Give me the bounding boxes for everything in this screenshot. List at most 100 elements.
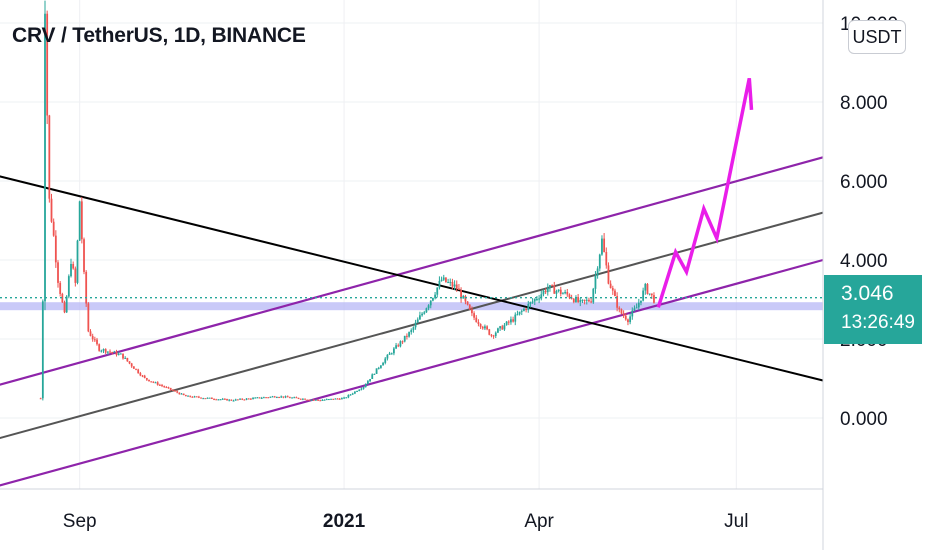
candle-body <box>544 290 547 293</box>
candle-body <box>52 221 55 236</box>
candle-body <box>332 398 335 400</box>
candle-body <box>187 395 189 397</box>
candle-body <box>275 397 278 399</box>
candle-body <box>297 397 300 399</box>
candle-body <box>497 328 499 333</box>
candle-body <box>319 400 322 402</box>
candle-body <box>65 296 68 313</box>
candle-body <box>258 397 261 399</box>
candle-body <box>208 397 211 399</box>
candle-body <box>516 314 519 316</box>
candle-body <box>501 326 504 330</box>
candle-body <box>492 335 495 337</box>
candle-body <box>592 288 595 303</box>
candle-body <box>380 365 382 368</box>
candle-body <box>349 394 352 396</box>
candle-body <box>466 301 469 305</box>
candle-body <box>163 386 166 388</box>
candle-body <box>137 369 140 374</box>
candle-body <box>76 240 79 283</box>
candle-body <box>243 399 246 401</box>
candle-body <box>609 283 612 288</box>
candle-body <box>271 396 274 398</box>
candle-body <box>356 391 358 393</box>
channel-upper-line <box>0 156 824 386</box>
candle-body <box>57 262 59 283</box>
candle-body <box>195 396 198 398</box>
candle-body <box>85 271 88 304</box>
candle-body <box>130 363 133 367</box>
candle-body <box>397 345 400 347</box>
candle-body <box>304 398 306 400</box>
candle-body <box>278 397 280 399</box>
candle-body <box>39 398 42 400</box>
candle-body <box>61 293 64 303</box>
candle-body <box>451 281 454 287</box>
candle-body <box>598 254 601 269</box>
candle-body <box>321 399 324 401</box>
candle-body <box>252 397 254 400</box>
candle-body <box>388 353 391 355</box>
candle-body <box>135 368 137 370</box>
candle-body <box>425 308 428 313</box>
candle-body <box>393 348 395 354</box>
candle-body <box>98 344 101 351</box>
candle-body <box>102 349 105 351</box>
candle-body <box>83 239 85 272</box>
candle-body <box>351 393 354 395</box>
candle-body <box>358 389 361 392</box>
candle-body <box>178 392 181 395</box>
candle-body <box>601 238 603 255</box>
candle-body <box>390 353 393 355</box>
candle-body <box>117 353 120 355</box>
candle-body <box>512 319 515 322</box>
candle-body <box>109 351 111 353</box>
candle-body <box>145 377 148 380</box>
candle-body <box>468 304 471 310</box>
candle-body <box>152 381 155 383</box>
candle-body <box>635 307 638 309</box>
candle-body <box>128 361 131 364</box>
candle-body <box>566 291 569 295</box>
candle-body <box>182 393 185 396</box>
currency-button[interactable]: USDT <box>848 20 906 54</box>
candle-body <box>230 399 233 401</box>
candle-body <box>434 294 436 298</box>
bar-countdown: 13:26:49 <box>841 312 915 333</box>
candle-body <box>583 299 586 301</box>
candle-body <box>312 399 315 401</box>
candle-body <box>518 311 521 315</box>
candle-body <box>180 393 183 395</box>
candle-body <box>538 298 541 300</box>
time-axis[interactable]: Sep 2021 Apr Jul <box>63 511 749 532</box>
candle-body <box>41 301 44 399</box>
chart-title: CRV / TetherUS, 1D, BINANCE <box>12 24 306 47</box>
candle-body <box>54 235 57 263</box>
candle-body <box>410 330 413 333</box>
candle-body <box>585 299 588 301</box>
candle-body <box>533 299 536 302</box>
candle-body <box>119 353 122 355</box>
candle-body <box>458 288 460 291</box>
candle-body <box>72 263 75 269</box>
candles <box>39 0 655 402</box>
candle-body <box>464 296 467 302</box>
candle-body <box>605 252 608 266</box>
candle-body <box>403 335 406 342</box>
candle-body <box>436 287 439 295</box>
candle-body <box>171 389 174 391</box>
candle-body <box>440 279 443 281</box>
candle-body <box>254 397 257 399</box>
candle-body <box>375 368 378 374</box>
candle-body <box>447 282 449 284</box>
candle-body <box>202 398 205 400</box>
candle-body <box>189 395 192 397</box>
candle-body <box>219 399 222 401</box>
candle-body <box>299 398 302 400</box>
candle-body <box>603 238 606 253</box>
candle-body <box>260 397 263 399</box>
candle-body <box>559 289 562 294</box>
candle-body <box>499 326 501 329</box>
